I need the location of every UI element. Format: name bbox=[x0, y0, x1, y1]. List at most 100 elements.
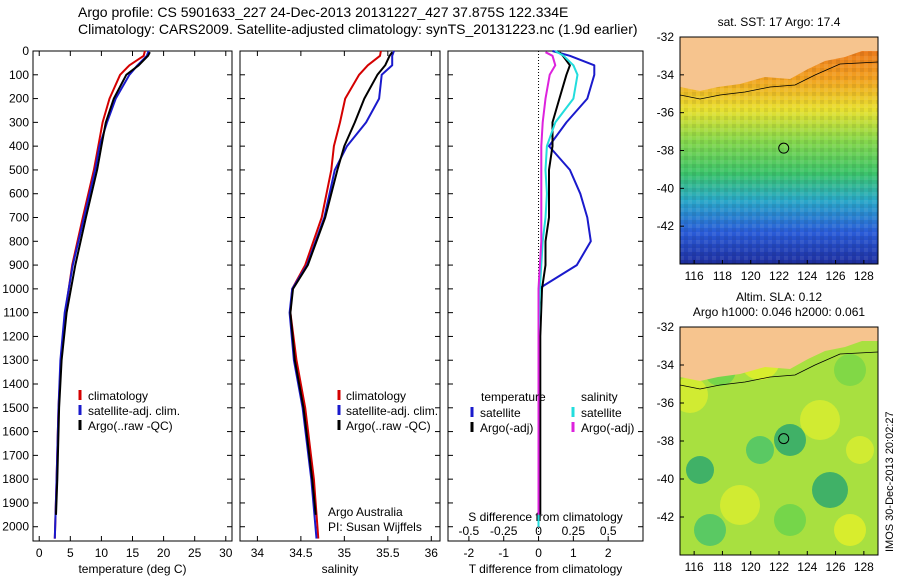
x-tick-label: -2 bbox=[464, 546, 475, 560]
x-tick-label: 2 bbox=[605, 546, 612, 560]
lat-tick-label: -32 bbox=[657, 320, 675, 334]
y-tick-label: 1300 bbox=[2, 353, 29, 367]
lat-tick-label: -38 bbox=[657, 144, 675, 158]
x-tick-label: 35 bbox=[338, 546, 352, 560]
x-tick-label: 20 bbox=[157, 546, 171, 560]
y-tick-label: 1800 bbox=[2, 472, 29, 486]
sla-anomaly bbox=[680, 377, 708, 413]
x-tick-label: 15 bbox=[126, 546, 140, 560]
legend-label: satellite-adj. clim. bbox=[346, 404, 438, 418]
y-tick-label: 1900 bbox=[2, 496, 29, 510]
imos-credit: IMOS 30-Dec-2013 20:02:27 bbox=[884, 411, 896, 552]
map-subtitle: Argo h1000: 0.046 h2000: 0.061 bbox=[693, 305, 865, 319]
sla-anomaly bbox=[720, 485, 760, 525]
legend-label: Argo(-adj) bbox=[581, 421, 634, 435]
x-tick-label: 0 bbox=[36, 546, 43, 560]
land-area bbox=[680, 327, 878, 381]
panel-frame bbox=[239, 50, 441, 542]
sla-anomaly bbox=[812, 472, 848, 508]
lat-tick-label: -32 bbox=[657, 30, 675, 44]
lon-tick-label: 128 bbox=[854, 560, 874, 574]
map-field bbox=[680, 327, 878, 555]
lat-tick-label: -34 bbox=[657, 358, 675, 372]
x-tick-label: 25 bbox=[188, 546, 202, 560]
sla-anomaly bbox=[746, 436, 774, 464]
profile-title: Argo profile: CS 5901633_227 24-Dec-2013… bbox=[78, 4, 569, 20]
lon-tick-label: 120 bbox=[741, 269, 761, 283]
lat-tick-label: -42 bbox=[657, 510, 675, 524]
lat-tick-label: -40 bbox=[657, 181, 675, 195]
lat-tick-label: -34 bbox=[657, 68, 675, 82]
x-tick-label: 1 bbox=[570, 546, 577, 560]
y-tick-label: 2000 bbox=[2, 520, 29, 534]
y-tick-label: 1500 bbox=[2, 401, 29, 415]
sla-anomaly bbox=[774, 504, 806, 536]
legend-label: climatology bbox=[346, 389, 406, 403]
sla-anomaly bbox=[694, 514, 726, 546]
y-tick-label: 500 bbox=[9, 163, 29, 177]
sla-anomaly bbox=[834, 354, 866, 386]
y-tick-label: 400 bbox=[9, 139, 29, 153]
sla-anomaly bbox=[800, 400, 840, 440]
map-title: sat. SST: 17 Argo: 17.4 bbox=[718, 15, 841, 29]
x-tick-label: 34.5 bbox=[289, 546, 313, 560]
top-tick-label: 0 bbox=[535, 524, 542, 538]
x-tick-label: 30 bbox=[219, 546, 233, 560]
top-tick-label: 0.5 bbox=[600, 524, 617, 538]
y-tick-label: 300 bbox=[9, 115, 29, 129]
y-tick-label: 1100 bbox=[3, 306, 29, 320]
series-line bbox=[289, 51, 394, 515]
series-line bbox=[537, 51, 557, 515]
lon-tick-label: 122 bbox=[769, 560, 789, 574]
sla-anomaly bbox=[846, 436, 874, 464]
legend-label: Argo(-adj) bbox=[480, 421, 533, 435]
y-tick-label: 1600 bbox=[2, 425, 29, 439]
map-title: Altim. SLA: 0.12 bbox=[736, 290, 822, 304]
y-tick-label: 0 bbox=[22, 44, 29, 58]
lon-tick-label: 118 bbox=[713, 269, 732, 283]
y-tick-label: 900 bbox=[9, 258, 29, 272]
x-tick-label: 36 bbox=[425, 546, 439, 560]
top-tick-label: -0.25 bbox=[490, 524, 518, 538]
credit-note: PI: Susan Wijffels bbox=[328, 520, 422, 534]
x-axis-label: salinity bbox=[322, 562, 359, 576]
sla-anomaly bbox=[834, 514, 866, 546]
lat-tick-label: -42 bbox=[657, 219, 675, 233]
temperature-panel: 0 5 10 15 20 25 30 temperature (deg C) 0 100 200 30… bbox=[2, 44, 232, 576]
credit-note: Argo Australia bbox=[328, 505, 403, 519]
lon-tick-label: 126 bbox=[826, 560, 846, 574]
x-tick-label: 0 bbox=[535, 546, 542, 560]
lon-tick-label: 124 bbox=[797, 269, 817, 283]
y-tick-label: 700 bbox=[9, 211, 29, 225]
legend-label: Argo(..raw -QC) bbox=[88, 419, 173, 433]
x-axis-label: temperature (deg C) bbox=[78, 562, 186, 576]
difference-panel: -2 -1 0 1 2 -0.5 -0.25 0 0.25 0.5S difference fro… bbox=[447, 50, 644, 576]
x-tick-label: 10 bbox=[95, 546, 109, 560]
legend-title: temperature bbox=[481, 390, 546, 404]
x-tick-label: 35.5 bbox=[376, 546, 400, 560]
lon-tick-label: 122 bbox=[769, 269, 789, 283]
x-tick-label: 34 bbox=[251, 546, 265, 560]
lon-tick-label: 126 bbox=[826, 269, 846, 283]
legend-label: satellite-adj. clim. bbox=[88, 404, 180, 418]
x-tick-label: 5 bbox=[67, 546, 74, 560]
legend-label: satellite bbox=[480, 406, 521, 420]
y-tick-label: 800 bbox=[9, 234, 29, 248]
series-line bbox=[289, 50, 382, 539]
coastline-contour bbox=[680, 351, 878, 390]
map-field bbox=[680, 37, 878, 264]
y-tick-label: 100 bbox=[9, 68, 29, 82]
x-tick-label: -1 bbox=[498, 546, 509, 560]
series-line bbox=[55, 51, 151, 515]
coastline-contour bbox=[680, 61, 878, 100]
y-tick-label: 1700 bbox=[2, 448, 29, 462]
y-tick-label: 1200 bbox=[2, 329, 29, 343]
lon-tick-label: 116 bbox=[685, 560, 704, 574]
top-tick-label: 0.25 bbox=[562, 524, 586, 538]
lat-tick-label: -40 bbox=[657, 472, 675, 486]
legend-label: satellite bbox=[581, 406, 622, 420]
argo-location-marker bbox=[778, 142, 790, 154]
top-tick-label: -0.5 bbox=[459, 524, 480, 538]
